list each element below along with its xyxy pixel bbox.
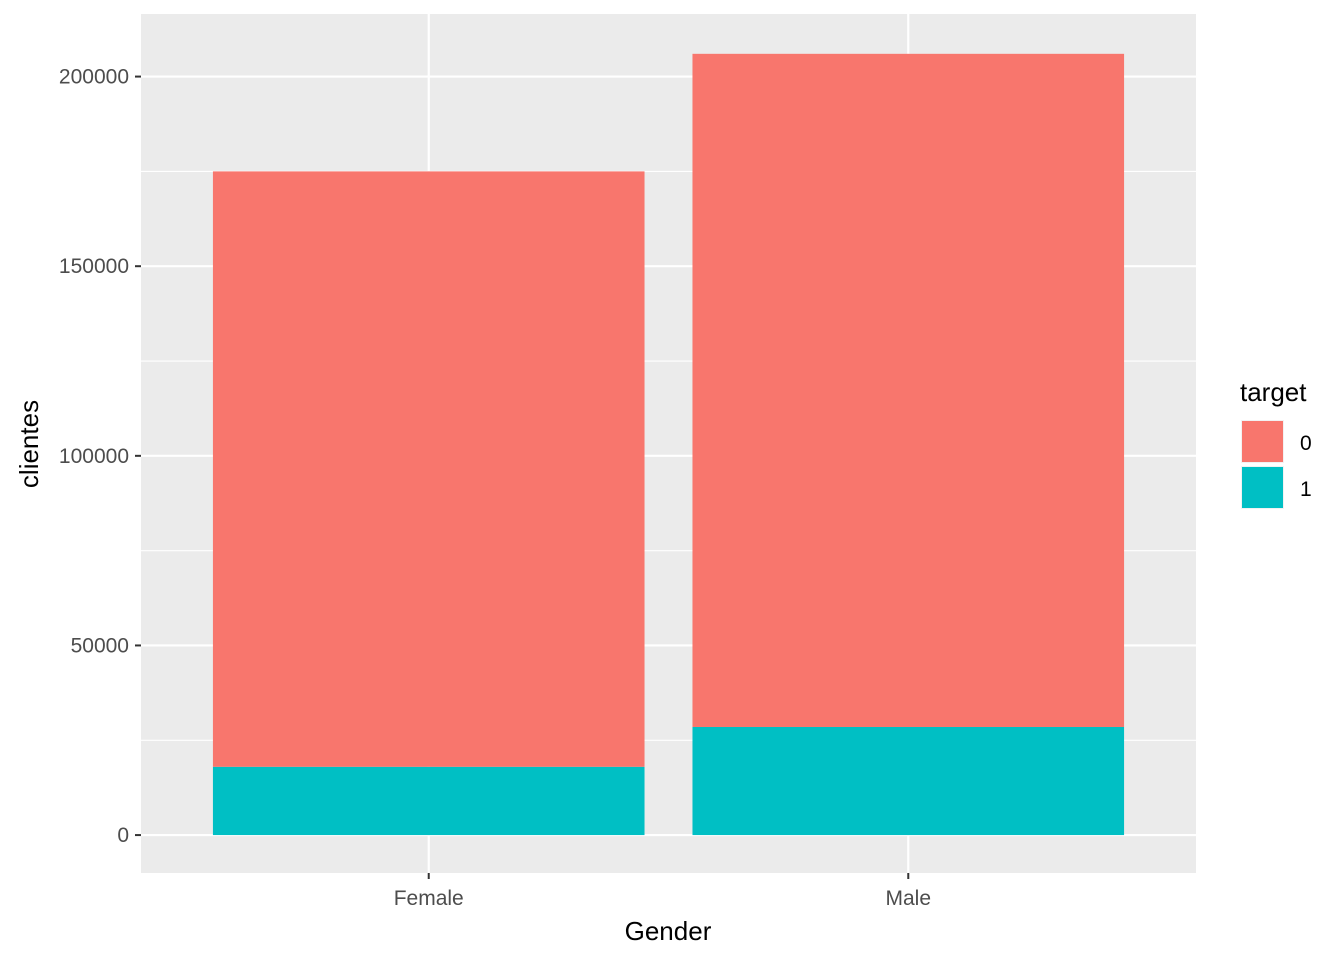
x-tick-label: Male <box>886 887 932 910</box>
bar-segment-male-target-0 <box>692 53 1125 727</box>
legend-title: target <box>1240 377 1307 407</box>
legend-key-swatch <box>1242 421 1283 462</box>
y-tick-label: 200000 <box>59 66 129 89</box>
y-tick-label: 150000 <box>59 255 129 278</box>
y-tick-label: 50000 <box>71 634 129 657</box>
x-axis-title: Gender <box>625 916 712 946</box>
legend-label: 0 <box>1300 432 1312 455</box>
y-axis-title: clientes <box>14 400 44 488</box>
bars <box>212 53 1125 836</box>
x-tick-label: Female <box>394 887 464 910</box>
y-tick-label: 0 <box>117 824 129 847</box>
x-axis: Female Male <box>394 873 931 910</box>
bar-segment-female-target-0 <box>212 171 645 767</box>
bar-segment-female-target-1 <box>212 766 645 836</box>
legend-key-swatch <box>1242 467 1283 508</box>
bar-segment-male-target-1 <box>692 726 1125 836</box>
legend-label: 1 <box>1300 478 1312 501</box>
legend: target 0 1 <box>1240 377 1312 509</box>
y-axis: 0 50000 100000 150000 200000 <box>59 66 141 847</box>
y-tick-label: 100000 <box>59 445 129 468</box>
